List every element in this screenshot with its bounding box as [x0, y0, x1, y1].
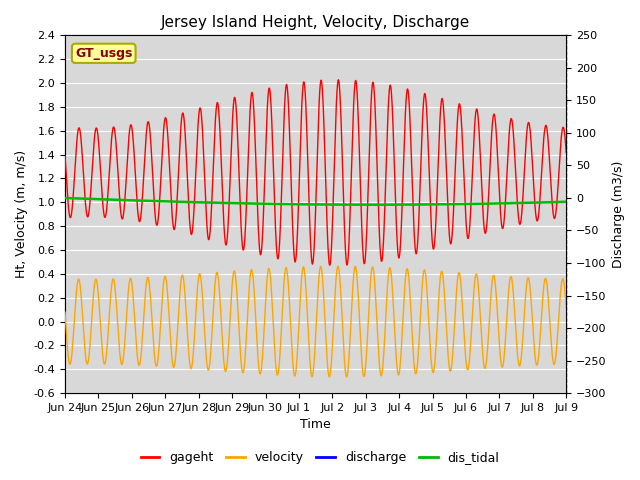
Y-axis label: Ht, Velocity (m, m/s): Ht, Velocity (m, m/s) — [15, 150, 28, 278]
Legend: gageht, velocity, discharge, dis_tidal: gageht, velocity, discharge, dis_tidal — [136, 446, 504, 469]
X-axis label: Time: Time — [300, 419, 331, 432]
Title: Jersey Island Height, Velocity, Discharge: Jersey Island Height, Velocity, Discharg… — [161, 15, 470, 30]
Text: GT_usgs: GT_usgs — [75, 47, 132, 60]
Y-axis label: Discharge (m3/s): Discharge (m3/s) — [612, 160, 625, 268]
